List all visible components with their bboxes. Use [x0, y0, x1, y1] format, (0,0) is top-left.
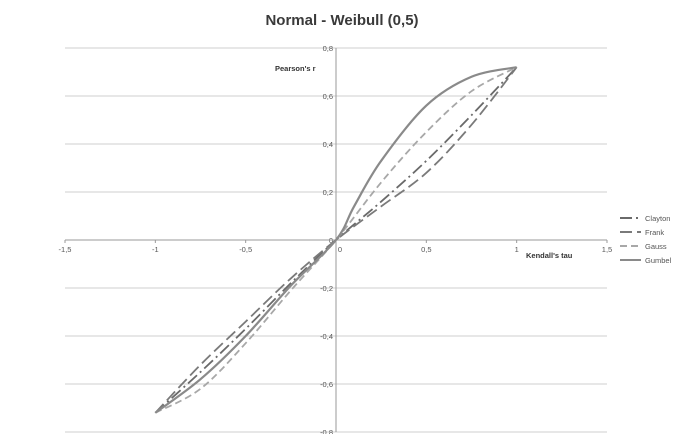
chart-title: Normal - Weibull (0,5) [265, 12, 418, 29]
x-tick-label: 1,5 [602, 245, 612, 254]
x-tick-label: 0 [338, 245, 342, 254]
y-tick-label: 0,6 [323, 92, 333, 101]
y-tick-label: 0,8 [323, 44, 333, 53]
y-tick-label: -0,4 [320, 332, 333, 341]
x-tick-label: 1 [515, 245, 519, 254]
y-tick-label: 0,4 [323, 140, 333, 149]
y-tick-label: -0,8 [320, 428, 333, 434]
x-tick-label: -1 [152, 245, 159, 254]
series-lines [154, 66, 518, 414]
y-tick-label: -0,2 [320, 284, 333, 293]
legend-label: Frank [645, 228, 664, 237]
y-tick-label: 0,2 [323, 188, 333, 197]
legend-label: Gumbel [645, 256, 672, 265]
x-tick-label: 0,5 [421, 245, 431, 254]
y-axis-title: Pearson's r [275, 64, 316, 73]
series-line-frank [154, 66, 518, 414]
series-line-gumbel [154, 66, 517, 414]
x-axis-title: Kendall's tau [526, 251, 573, 260]
series-line-gauss [154, 66, 518, 414]
legend-label: Gauss [645, 242, 667, 251]
legend-label: Clayton [645, 214, 670, 223]
y-tick-label: -0,6 [320, 380, 333, 389]
axes: -0,8 -0,6 -0,4 -0,2 0 0,2 0,4 0,6 0,8 -1,5 -1 -0,5 0… [59, 44, 613, 437]
x-tick-label: -1,5 [59, 245, 72, 254]
x-tick-label: -0,5 [239, 245, 252, 254]
legend: Clayton Frank Gauss Gumbel [620, 214, 672, 265]
